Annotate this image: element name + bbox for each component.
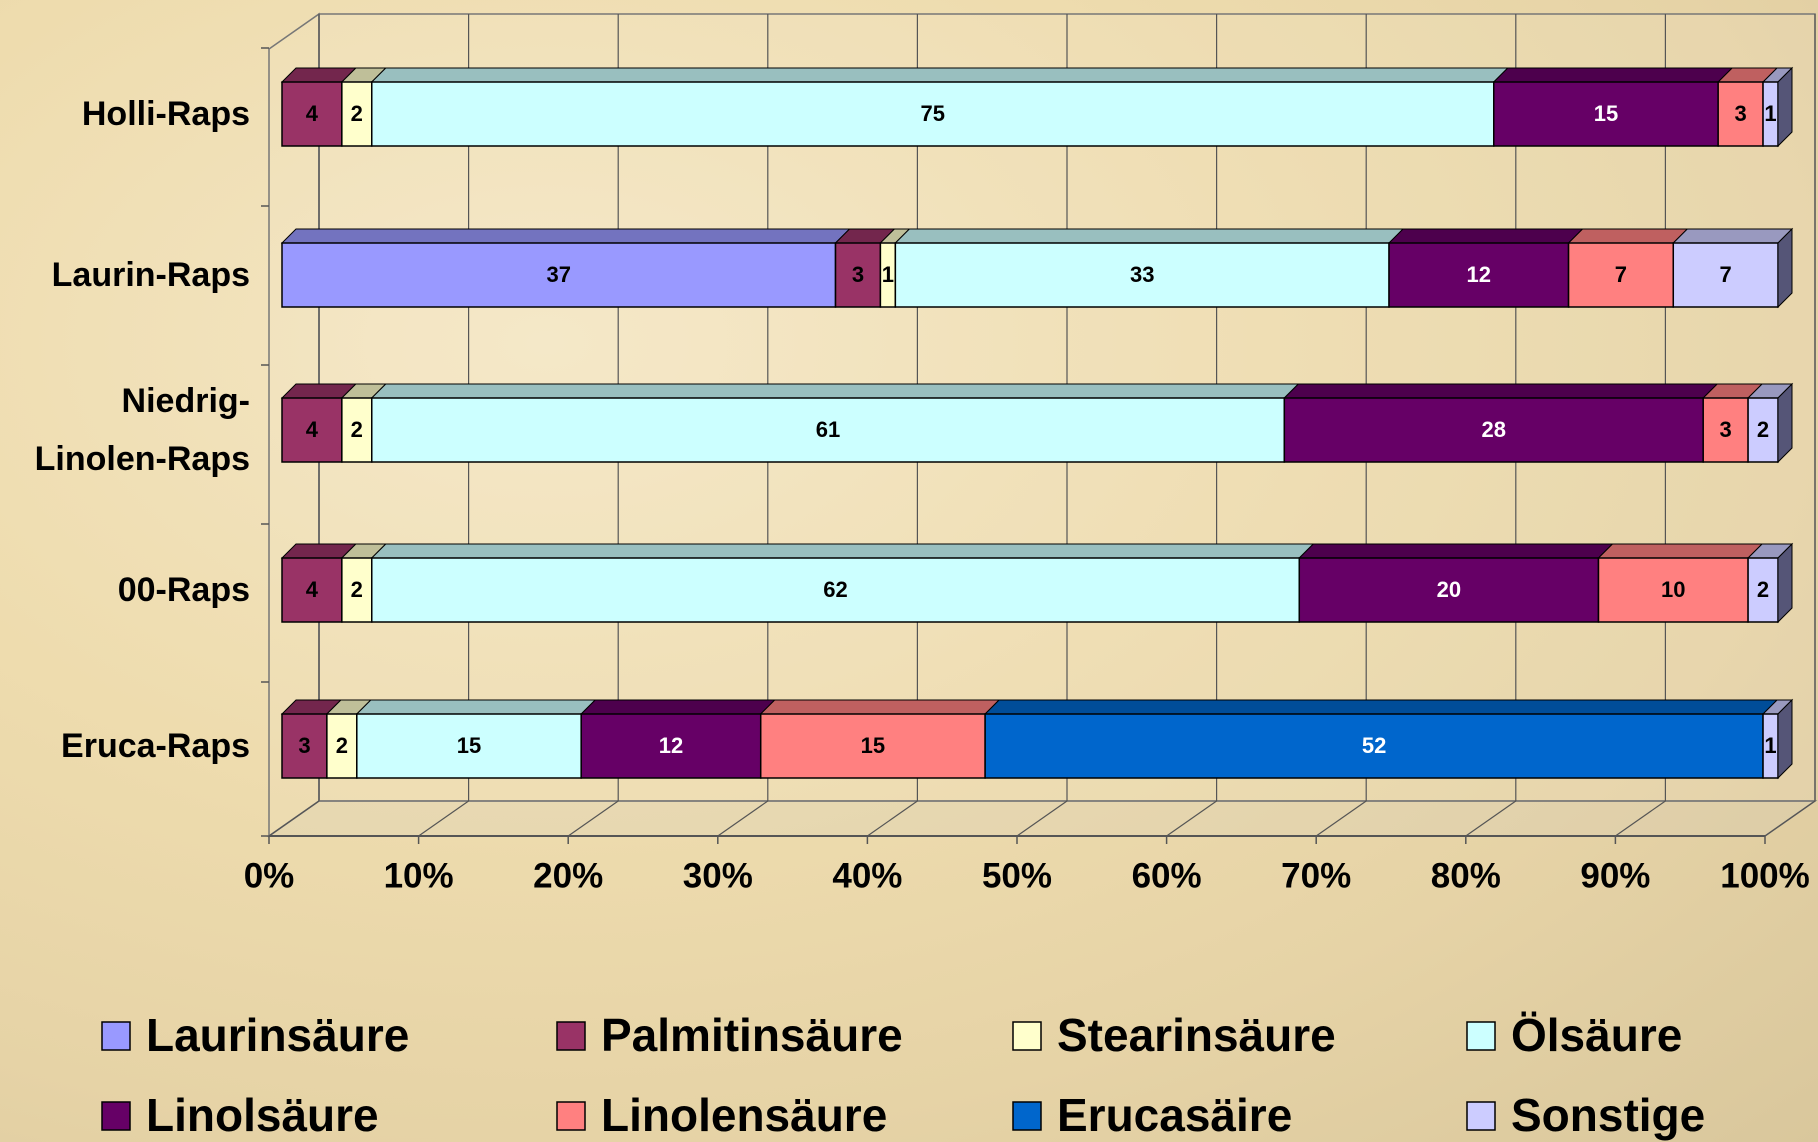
data-label: 2 (336, 733, 348, 758)
chart: 0% 10% 20% 30% 40% 50% 60% 70% 80% 90% 100% 4 2 75 15 3… (0, 0, 1818, 1142)
legend-swatch (1467, 1102, 1495, 1130)
data-label: 12 (659, 733, 683, 758)
category-label: 00-Raps (0, 561, 250, 619)
bar-top (372, 68, 1508, 82)
bar-top (282, 229, 850, 243)
x-tick-label: 60% (1132, 856, 1202, 895)
bar-top (1673, 229, 1792, 243)
legend-label: Ölsäure (1511, 1009, 1682, 1061)
category-label: Holli-Raps (0, 85, 250, 143)
legend-swatch (557, 1102, 585, 1130)
bar-side (1778, 384, 1792, 462)
data-label: 33 (1130, 262, 1154, 287)
data-label: 3 (1720, 417, 1732, 442)
data-label: 2 (1757, 577, 1769, 602)
data-label: 15 (1594, 101, 1618, 126)
legend-swatch (1467, 1022, 1495, 1050)
x-tick-label: 40% (832, 856, 902, 895)
category-label: Niedrig- Linolen-Raps (0, 372, 250, 488)
data-label: 4 (306, 577, 319, 602)
data-label: 1 (1764, 733, 1776, 758)
x-tick-label: 30% (683, 856, 753, 895)
data-label: 2 (351, 577, 363, 602)
data-label: 1 (1764, 101, 1776, 126)
x-tick-label: 20% (533, 856, 603, 895)
x-tick-label: 100% (1720, 856, 1810, 895)
data-label: 62 (823, 577, 847, 602)
bar-top (1494, 68, 1732, 82)
x-tick-label: 80% (1431, 856, 1501, 895)
data-label: 7 (1720, 262, 1732, 287)
data-label: 3 (1734, 101, 1746, 126)
bar-side (1778, 544, 1792, 622)
chart-area: 0% 10% 20% 30% 40% 50% 60% 70% 80% 90% 100% 4 2 75 15 3… (0, 0, 1818, 1142)
data-label: 15 (861, 733, 885, 758)
legend-swatch (1013, 1102, 1041, 1130)
bar-top (985, 700, 1777, 714)
data-label: 4 (306, 417, 319, 442)
legend-swatch (102, 1102, 130, 1130)
data-label: 28 (1482, 417, 1506, 442)
data-label: 1 (882, 262, 894, 287)
bar-top (761, 700, 999, 714)
x-tick-label: 70% (1281, 856, 1351, 895)
data-label: 2 (351, 417, 363, 442)
bar-top (372, 544, 1314, 558)
data-label: 20 (1437, 577, 1461, 602)
bar-top (895, 229, 1403, 243)
legend-label: Linolensäure (601, 1089, 887, 1141)
legend-swatch (557, 1022, 585, 1050)
legend-label: Stearinsäure (1057, 1009, 1336, 1061)
bar-top (1389, 229, 1583, 243)
data-label: 52 (1362, 733, 1386, 758)
x-tick-label: 10% (384, 856, 454, 895)
data-label: 12 (1467, 262, 1491, 287)
x-tick-label: 90% (1580, 856, 1650, 895)
bar-side (1778, 700, 1792, 778)
data-label: 75 (921, 101, 945, 126)
bar-top (1284, 384, 1717, 398)
bar-top (357, 700, 595, 714)
category-label: Laurin-Raps (0, 246, 250, 304)
data-label: 61 (816, 417, 840, 442)
bar-top (1569, 229, 1688, 243)
data-label: 10 (1661, 577, 1685, 602)
x-tick-label: 0% (244, 856, 295, 895)
data-label: 3 (852, 262, 864, 287)
category-label: Eruca-Raps (0, 717, 250, 775)
legend-label: Erucasäire (1057, 1089, 1292, 1141)
legend-label: Linolsäure (146, 1089, 379, 1141)
legend-swatch (102, 1022, 130, 1050)
data-label: 7 (1615, 262, 1627, 287)
bar-side (1778, 68, 1792, 146)
legend-swatch (1013, 1022, 1041, 1050)
data-label: 37 (547, 262, 571, 287)
bar-side (1778, 229, 1792, 307)
data-label: 2 (1757, 417, 1769, 442)
data-label: 2 (351, 101, 363, 126)
data-label: 4 (306, 101, 319, 126)
bar-top (372, 384, 1299, 398)
bar-top (1299, 544, 1612, 558)
data-label: 3 (298, 733, 310, 758)
legend-label: Sonstige (1511, 1089, 1705, 1141)
legend-label: Palmitinsäure (601, 1009, 903, 1061)
bar-top (1598, 544, 1762, 558)
data-label: 15 (457, 733, 481, 758)
x-tick-label: 50% (982, 856, 1052, 895)
bar-top (581, 700, 775, 714)
legend-label: Laurinsäure (146, 1009, 409, 1061)
